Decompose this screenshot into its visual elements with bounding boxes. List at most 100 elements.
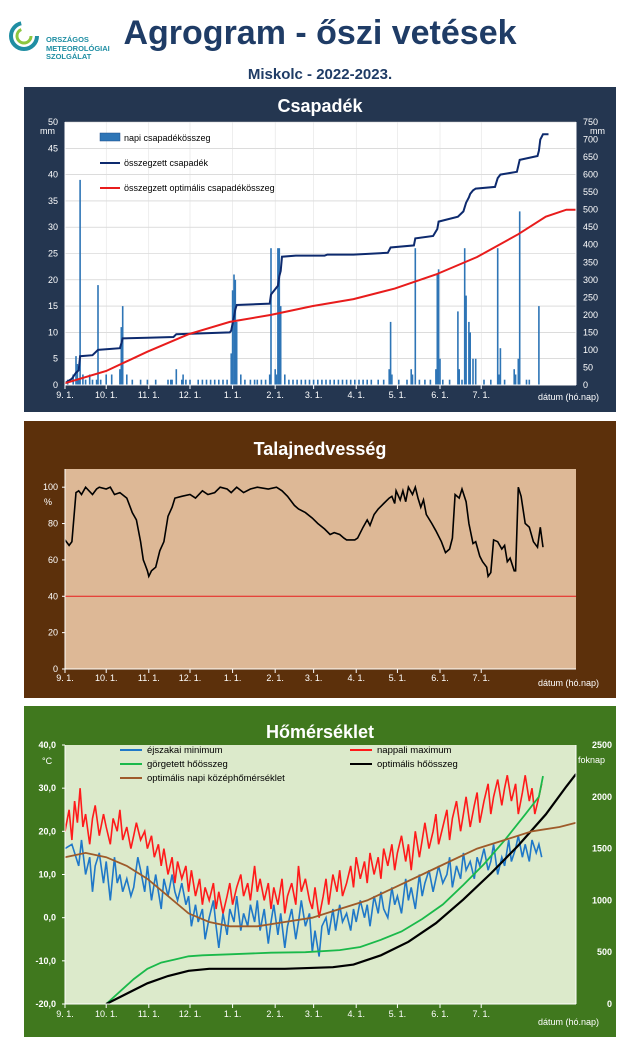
y2-tick-label: 650	[583, 152, 598, 162]
precip-bar	[77, 379, 80, 385]
precip-bar	[260, 379, 263, 385]
precip-bar	[354, 379, 356, 385]
precip-bar	[513, 369, 515, 385]
precip-bar	[88, 374, 91, 385]
page-subtitle: Miskolc - 2022-2023.	[247, 66, 393, 83]
y-tick-label: 60	[48, 555, 58, 565]
x-axis-label: dátum (hó.nap)	[538, 392, 599, 402]
x-tick-label: 5. 1.	[389, 1009, 407, 1019]
y2-tick-label: 350	[583, 257, 598, 267]
precipitation-panel: Csapadék 0 5 10 15 20 25 30 35 40 45 50 0 50 100 150 20…	[24, 87, 616, 412]
precip-bar	[79, 179, 81, 385]
y2-tick-label: 150	[583, 327, 598, 337]
x-tick-label: 2. 1.	[266, 673, 284, 683]
y-tick-label: 40	[48, 170, 58, 180]
legend-label-bars: napi csapadékösszeg	[124, 133, 211, 143]
chart-title: Csapadék	[277, 96, 363, 116]
precip-bar	[329, 379, 331, 385]
precip-bar	[468, 321, 470, 385]
precip-bar	[120, 327, 123, 385]
x-tick-label: 9. 1.	[56, 1009, 74, 1019]
x-tick-label: 1. 1.	[224, 1009, 242, 1019]
precip-bar	[175, 369, 178, 385]
x-tick-label: 12. 1.	[179, 1009, 202, 1019]
day-max-line	[64, 775, 543, 918]
optimal-mean-temp-line	[64, 821, 577, 928]
x-tick-label: 11. 1.	[138, 390, 160, 400]
precip-bar	[435, 369, 437, 385]
precip-bar	[528, 379, 531, 385]
x-tick-label: 10. 1.	[95, 673, 118, 683]
y-tick-label: 100	[43, 482, 58, 492]
precip-bar	[362, 379, 364, 385]
precipitation-chart: Csapadék 0510152025303540455005010015020…	[40, 96, 605, 402]
precip-bar	[472, 358, 474, 385]
precip-bar	[377, 379, 379, 385]
x-tick-label: 4. 1.	[347, 1009, 365, 1019]
x-tick-label: 3. 1.	[305, 1009, 323, 1019]
legend-label-optimal-mean-temp-line: optimális napi középhőmérséklet	[147, 773, 285, 784]
logo-line-1: ORSZÁGOS	[46, 35, 89, 44]
x-tick-label: 6. 1.	[431, 390, 449, 400]
precip-bar	[321, 379, 323, 385]
precip-bar	[233, 274, 235, 385]
precip-bar	[474, 358, 477, 385]
precip-bar	[358, 379, 360, 385]
legend-label-night-min-line: éjszakai minimum	[147, 745, 223, 756]
precip-bar	[296, 379, 298, 385]
precip-bar	[465, 295, 467, 385]
y-tick-label: 40	[48, 591, 58, 601]
precip-bar	[525, 379, 528, 385]
y-tick-label: 10,0	[38, 870, 56, 880]
y2-tick-label: 550	[583, 187, 598, 197]
precip-bar	[264, 379, 267, 385]
y2-tick-label: 750	[583, 117, 598, 127]
precip-bar	[436, 274, 439, 385]
precip-bar	[370, 379, 373, 385]
y2-tick-label: 500	[583, 205, 598, 215]
y2-tick-label: 1000	[592, 895, 612, 905]
precip-bar	[429, 379, 432, 385]
legend-swatch-bars	[99, 132, 121, 142]
precip-bar	[389, 321, 392, 385]
precip-bar	[503, 379, 506, 385]
y-tick-label: 45	[48, 143, 58, 153]
x-tick-label: 1. 1.	[224, 390, 242, 400]
y-tick-label: 0	[53, 380, 58, 390]
precip-bar	[463, 248, 466, 385]
precip-bar	[345, 379, 348, 385]
precip-bar	[97, 285, 99, 385]
precip-bar	[300, 379, 303, 385]
x-tick-label: 4. 1.	[347, 390, 365, 400]
precip-bar	[185, 379, 187, 385]
x-tick-label: 2. 1.	[266, 390, 284, 400]
y-axis-unit: mm	[40, 126, 55, 136]
x-tick-label: 3. 1.	[305, 673, 323, 683]
y-tick-label: 80	[48, 519, 58, 529]
precip-bar	[398, 379, 400, 385]
y-tick-label: 15	[48, 301, 58, 311]
precip-bar	[349, 379, 352, 385]
precip-bar	[483, 379, 485, 385]
precip-bar	[167, 379, 169, 385]
precip-bar	[234, 279, 237, 385]
precip-bar	[105, 374, 107, 385]
precip-bar	[274, 369, 276, 385]
precip-bar	[240, 374, 242, 385]
y2-tick-label: 0	[607, 999, 612, 1009]
x-axis-label: dátum (hó.nap)	[538, 1017, 599, 1027]
precip-bar	[226, 379, 228, 385]
y-tick-label: 10	[48, 327, 58, 337]
legend-label-day-max-line: nappali maximum	[377, 745, 452, 756]
x-tick-label: 7. 1.	[472, 390, 490, 400]
precip-bar	[279, 306, 282, 385]
precip-bar	[457, 311, 459, 385]
y-tick-label: -10,0	[35, 956, 56, 966]
precip-bar	[235, 321, 238, 385]
logo-line-3: SZOLGÁLAT	[46, 52, 92, 61]
x-tick-label: 11. 1.	[138, 673, 160, 683]
precip-bar	[341, 379, 344, 385]
y-tick-label: 5	[53, 354, 58, 364]
y-tick-label: 0,0	[43, 913, 56, 923]
x-tick-label: 9. 1.	[56, 390, 74, 400]
